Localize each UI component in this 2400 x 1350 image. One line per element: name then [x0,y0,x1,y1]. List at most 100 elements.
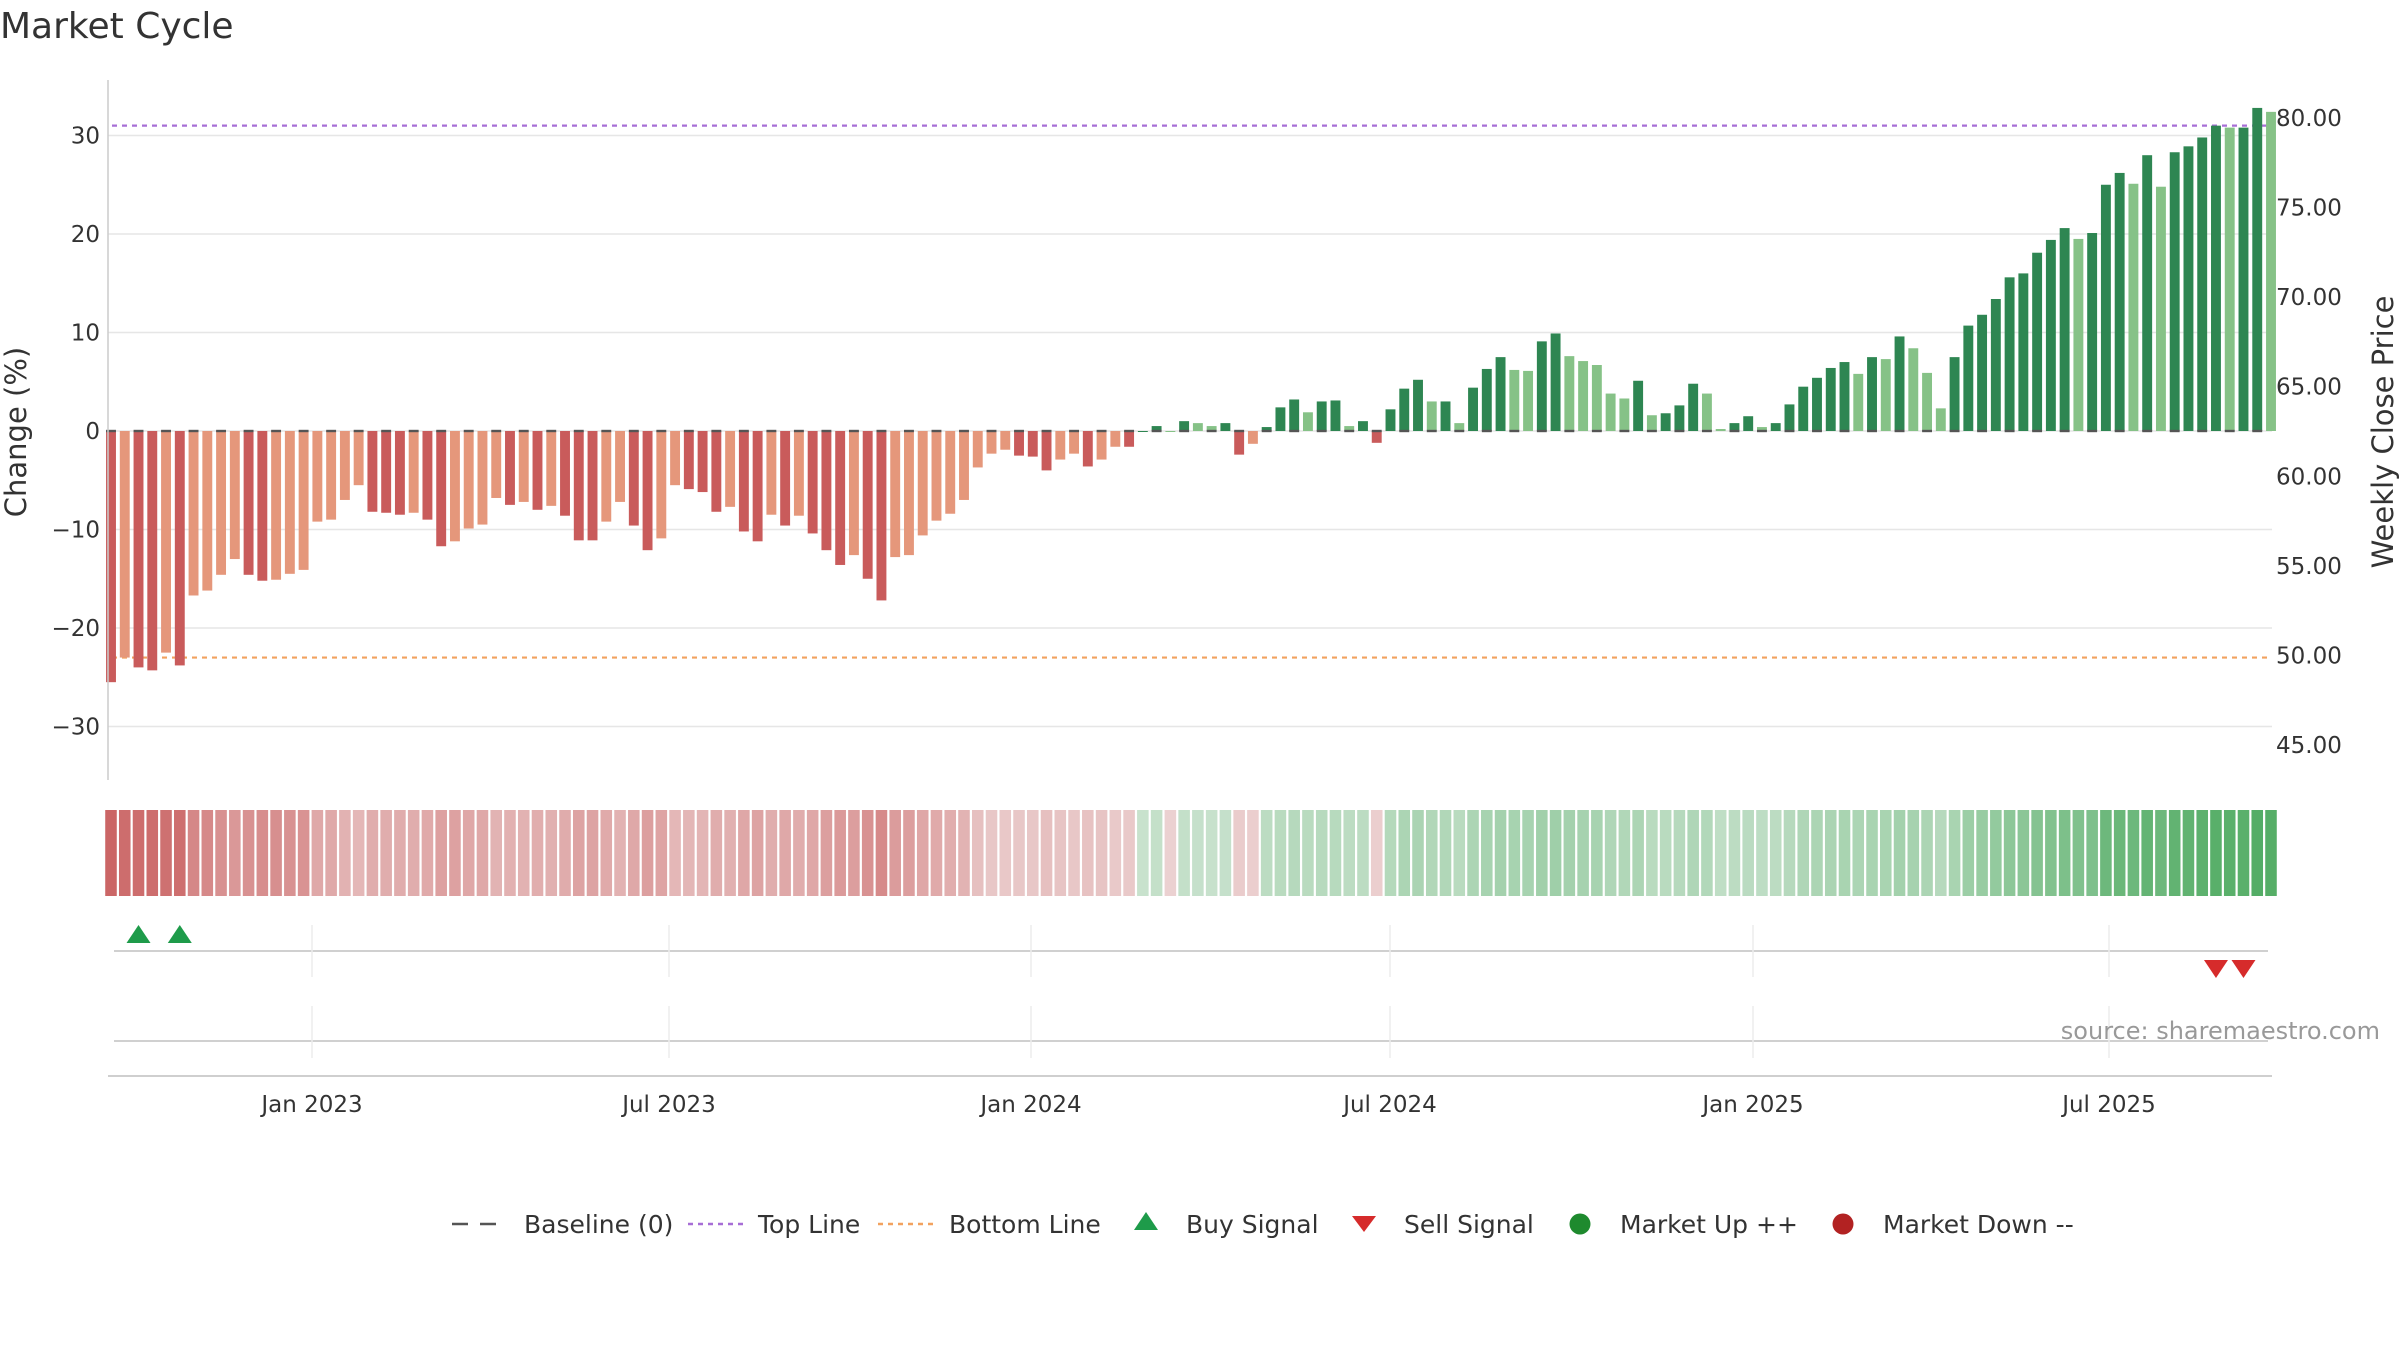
y-left-tick-label: −10 [51,518,100,544]
heat-cell [187,810,200,896]
bar [1880,359,1891,431]
heat-cell [1852,810,1865,896]
y-right-tick-label: 55.00 [2276,554,2342,580]
heat-cell [1384,810,1397,896]
bar [766,431,777,515]
buy-signal-marker [126,925,151,943]
bar [1646,415,1657,431]
grid-layer [108,134,2272,728]
heat-cell [1673,810,1686,896]
heat-cell [2100,810,2112,896]
heat-cell [1467,810,1479,896]
bar [1963,325,1974,431]
bar [188,431,199,596]
heat-cell [1219,810,1232,896]
heat-cell [1811,810,1823,896]
bar [353,431,364,486]
heat-cell [118,810,131,896]
bar [1316,401,1327,431]
heat-cell [256,810,269,896]
bar [532,431,543,510]
heat-cell [1247,810,1259,896]
heat-cell [2237,810,2250,896]
bar [1440,401,1451,431]
x-tick-label: Jan 2024 [978,1092,1081,1118]
y-left-tick-label: −20 [51,616,100,642]
heat-cell [2155,810,2167,896]
bar [216,431,227,575]
heat-cell [105,810,117,896]
bar [862,431,873,579]
heat-cell [889,810,901,896]
heat-cell [2017,810,2030,896]
y-right-tick-label: 80.00 [2276,106,2342,132]
bar [2100,184,2111,431]
bar [615,431,625,502]
bar [1757,427,1767,431]
bar [1798,386,1809,431]
bar [1358,421,1368,431]
buy-signal-marker [167,925,192,943]
heat-cell [284,810,296,896]
heat-cell [1907,810,1920,896]
y-axis-right-title: Weekly Close Price [2366,296,2400,569]
bar [1660,413,1671,431]
legend-label: Market Down -- [1883,1210,2074,1239]
bar [560,431,570,516]
heat-cell [1742,810,1754,896]
bar [656,431,667,539]
heat-cell [407,810,420,896]
bar [1715,429,1726,431]
heat-cell [572,810,585,896]
bar [229,431,240,560]
bar [381,431,392,513]
heat-cell [2127,810,2140,896]
bar [1509,369,1520,431]
heat-cell [1109,810,1122,896]
bar [642,431,653,551]
heat-cell [2223,810,2236,896]
heat-cell [2072,810,2085,896]
bar [1908,348,1919,431]
heat-cell [1508,810,1521,896]
y-left-tick-label: −30 [51,715,100,741]
heat-cell [1632,810,1644,896]
heat-cell [1549,810,1562,896]
heat-cell [1756,810,1768,896]
bar [1701,393,1712,431]
x-tick-label: Jan 2025 [1700,1092,1803,1118]
bar [1825,367,1836,431]
heat-cell [1879,810,1892,896]
heat-cell [311,810,324,896]
heat-cell [1591,810,1603,896]
heat-cell [1935,810,1947,896]
heat-cell [2182,810,2195,896]
heat-cell [1990,810,2002,896]
legend-label: Bottom Line [949,1210,1101,1239]
legend-sell-icon [1352,1216,1376,1232]
heat-cell [2058,810,2071,896]
bar [1674,405,1685,431]
bar [505,431,515,505]
bar [1853,373,1864,431]
heat-cell [1563,810,1576,896]
bar [1688,383,1699,431]
heat-cell [1838,810,1851,896]
bar [161,431,171,653]
heat-cell [683,810,695,896]
heat-cell [2141,810,2153,896]
bar [1564,356,1575,431]
heat-cell [270,810,282,896]
bar [1605,393,1616,431]
heat-cell [944,810,957,896]
bar [1247,431,1258,444]
heat-cell [2113,810,2126,896]
bar [917,431,928,536]
bar [1151,426,1162,431]
bar [1206,426,1217,431]
heat-cell [1315,810,1328,896]
bar [1014,431,1024,456]
bar [1096,431,1107,460]
bar [1949,357,1960,431]
heat-cell [1370,810,1383,896]
